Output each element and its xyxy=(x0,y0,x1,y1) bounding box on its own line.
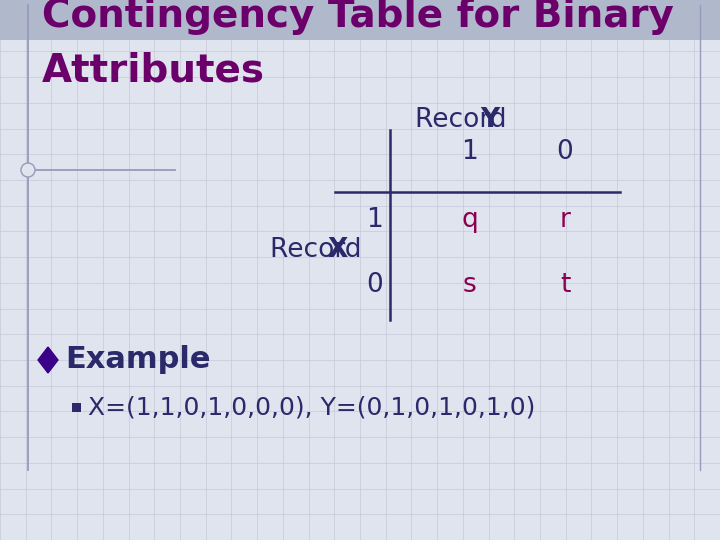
Text: X: X xyxy=(328,237,348,263)
Text: Attributes: Attributes xyxy=(42,52,265,90)
Text: q: q xyxy=(462,207,478,233)
Text: 1: 1 xyxy=(366,207,383,233)
Text: 0: 0 xyxy=(366,272,383,298)
Text: 0: 0 xyxy=(557,139,573,165)
Polygon shape xyxy=(38,347,58,373)
Text: X=(1,1,0,1,0,0,0), Y=(0,1,0,1,0,1,0): X=(1,1,0,1,0,0,0), Y=(0,1,0,1,0,1,0) xyxy=(88,396,536,420)
Bar xyxy=(0,0,720,40)
Text: Record: Record xyxy=(415,107,515,133)
Text: s: s xyxy=(463,272,477,298)
Text: Example: Example xyxy=(65,346,210,375)
Text: Y: Y xyxy=(480,107,499,133)
Text: r: r xyxy=(559,207,570,233)
Text: t: t xyxy=(560,272,570,298)
Bar xyxy=(72,403,81,412)
Text: Contingency Table for Binary: Contingency Table for Binary xyxy=(42,0,674,35)
Text: Record: Record xyxy=(270,237,370,263)
Text: 1: 1 xyxy=(462,139,478,165)
Circle shape xyxy=(21,163,35,177)
